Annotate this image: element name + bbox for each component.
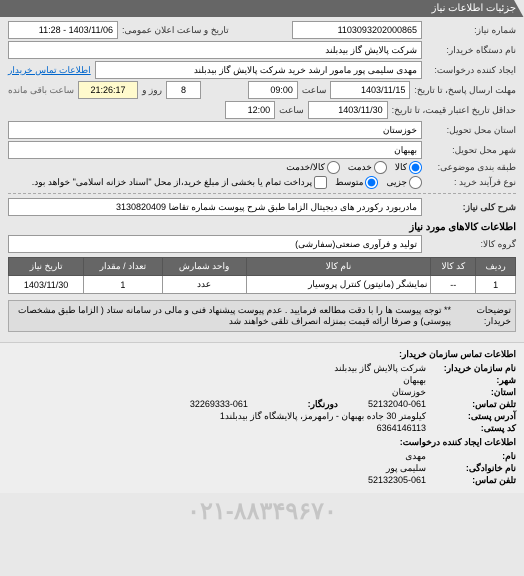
header-title: جزئیات اطلاعات نیاز	[432, 3, 516, 14]
td-code: --	[431, 276, 476, 294]
radio-kala[interactable]: کالا	[395, 161, 422, 174]
payment-note-item: پرداخت تمام یا بخشی از مبلغ خرید،از محل …	[32, 176, 327, 189]
request-number-label: شماره نیاز:	[426, 25, 516, 36]
price-time-input[interactable]	[225, 101, 275, 119]
goods-group-label: گروه کالا:	[426, 239, 516, 250]
contact-city-label: شهر:	[426, 375, 516, 386]
city-input[interactable]	[8, 141, 422, 159]
buyer-contact-link[interactable]: اطلاعات تماس خریدار	[8, 65, 91, 76]
radio-khadamat[interactable]: خدمت	[348, 161, 387, 174]
contact-title: اطلاعات تماس سازمان خریدار:	[8, 349, 516, 360]
th-code: کد کالا	[431, 258, 476, 276]
th-name: نام کالا	[246, 258, 431, 276]
buyer-org-label: نام دستگاه خریدار:	[426, 45, 516, 56]
goods-header: اطلاعات کالاهای مورد نیاز	[8, 222, 516, 233]
buyer-org-input[interactable]	[8, 41, 422, 59]
td-date: 1403/11/30	[9, 276, 84, 294]
process-type-label: نوع فرآیند خرید :	[426, 177, 516, 188]
td-name: نمایشگر (مانیتور) کنترل پروسیار	[246, 276, 431, 294]
announce-date-label: تاریخ و ساعت اعلان عمومی:	[122, 25, 229, 36]
goods-table: ردیف کد کالا نام کالا واحد شمارش تعداد /…	[8, 257, 516, 294]
time-label-1: ساعت	[302, 85, 327, 96]
reply-time-input[interactable]	[248, 81, 298, 99]
contact-phone-label: تلفن تماس:	[426, 399, 516, 410]
contact-fax-value: 32269333-061	[190, 399, 248, 410]
province-input[interactable]	[8, 121, 422, 139]
days-input[interactable]	[166, 81, 201, 99]
contact-province-label: استان:	[426, 387, 516, 398]
page-header: جزئیات اطلاعات نیاز	[0, 0, 524, 17]
contact-fax-label: دورنگار:	[248, 399, 338, 410]
payment-checkbox[interactable]	[314, 176, 327, 189]
price-validity-label: حداقل تاریخ اعتبار قیمت، تا تاریخ:	[392, 105, 516, 116]
price-date-input[interactable]	[308, 101, 388, 119]
contact-province-value: خوزستان	[392, 387, 426, 398]
creator-label: ایجاد کننده درخواست:	[426, 65, 516, 76]
reply-date-input[interactable]	[330, 81, 410, 99]
creator-title: اطلاعات ایجاد کننده درخواست:	[8, 437, 516, 448]
contact-org-label: نام سازمان خریدار:	[426, 363, 516, 374]
notice-text: ** توجه پیوست ها را با دقت مطالعه فرمایی…	[13, 305, 451, 327]
watermark: ۰۲۱-۸۸۳۴۹۶۷۰	[187, 497, 337, 526]
divider-1	[8, 193, 516, 194]
td-row: 1	[476, 276, 516, 294]
process-radio-group: جزیی متوسط پرداخت تمام یا بخشی از مبلغ خ…	[32, 176, 422, 189]
radio-kala-khadamat[interactable]: کالا/خدمت	[286, 161, 340, 174]
contact-address-label: آدرس پستی:	[426, 411, 516, 422]
remaining-time-input	[78, 81, 138, 99]
td-qty: 1	[84, 276, 162, 294]
contact-name-value: مهدی	[405, 451, 426, 462]
contact-lname-label: نام خانوادگی:	[426, 463, 516, 474]
th-qty: تعداد / مقدار	[84, 258, 162, 276]
notice-label: توضیحات خریدار:	[451, 305, 511, 327]
radio-joz[interactable]: جزیی	[386, 176, 422, 189]
contact-cphone-label: تلفن تماس:	[426, 475, 516, 486]
contact-city-value: بهبهان	[403, 375, 426, 386]
notice-box: توضیحات خریدار: ** توجه پیوست ها را با د…	[8, 300, 516, 332]
table-header-row: ردیف کد کالا نام کالا واحد شمارش تعداد /…	[9, 258, 516, 276]
remaining-label: ساعت باقی مانده	[8, 85, 74, 96]
th-unit: واحد شمارش	[162, 258, 246, 276]
city-label: شهر محل تحویل:	[426, 145, 516, 156]
contact-lname-value: سلیمی پور	[386, 463, 426, 474]
goods-group-input[interactable]	[8, 235, 422, 253]
province-label: استان محل تحویل:	[426, 125, 516, 136]
contact-phone-value: 52132040-061	[368, 399, 426, 410]
th-row: ردیف	[476, 258, 516, 276]
contact-postal-value: 6364146113	[377, 423, 426, 434]
key-need-label: شرح کلی نیاز:	[426, 202, 516, 213]
td-unit: عدد	[162, 276, 246, 294]
radio-motavaset[interactable]: متوسط	[335, 176, 378, 189]
table-row[interactable]: 1 -- نمایشگر (مانیتور) کنترل پروسیار عدد…	[9, 276, 516, 294]
contact-address-value: کیلومتر 30 جاده بهبهان - رامهرمز، پالایش…	[220, 411, 426, 422]
contact-org-value: شرکت پالایش گاز بیدبلند	[334, 363, 426, 374]
time-label-2: ساعت	[279, 105, 304, 116]
commodity-radio-group: کالا خدمت کالا/خدمت	[286, 161, 422, 174]
contact-section: اطلاعات تماس سازمان خریدار: نام سازمان خ…	[0, 342, 524, 493]
reply-deadline-label: مهلت ارسال پاسخ، تا تاریخ:	[414, 85, 516, 96]
creator-input[interactable]	[95, 61, 422, 79]
contact-name-label: نام:	[426, 451, 516, 462]
request-number-input[interactable]	[292, 21, 422, 39]
announce-date-input[interactable]	[8, 21, 118, 39]
commodity-type-label: طبقه بندی موضوعی:	[426, 162, 516, 173]
contact-cphone-value: 52132305-061	[368, 475, 426, 486]
th-date: تاریخ نیاز	[9, 258, 84, 276]
key-need-input[interactable]	[8, 198, 422, 216]
days-label: روز و	[142, 85, 162, 96]
contact-postal-label: کد پستی:	[426, 423, 516, 434]
